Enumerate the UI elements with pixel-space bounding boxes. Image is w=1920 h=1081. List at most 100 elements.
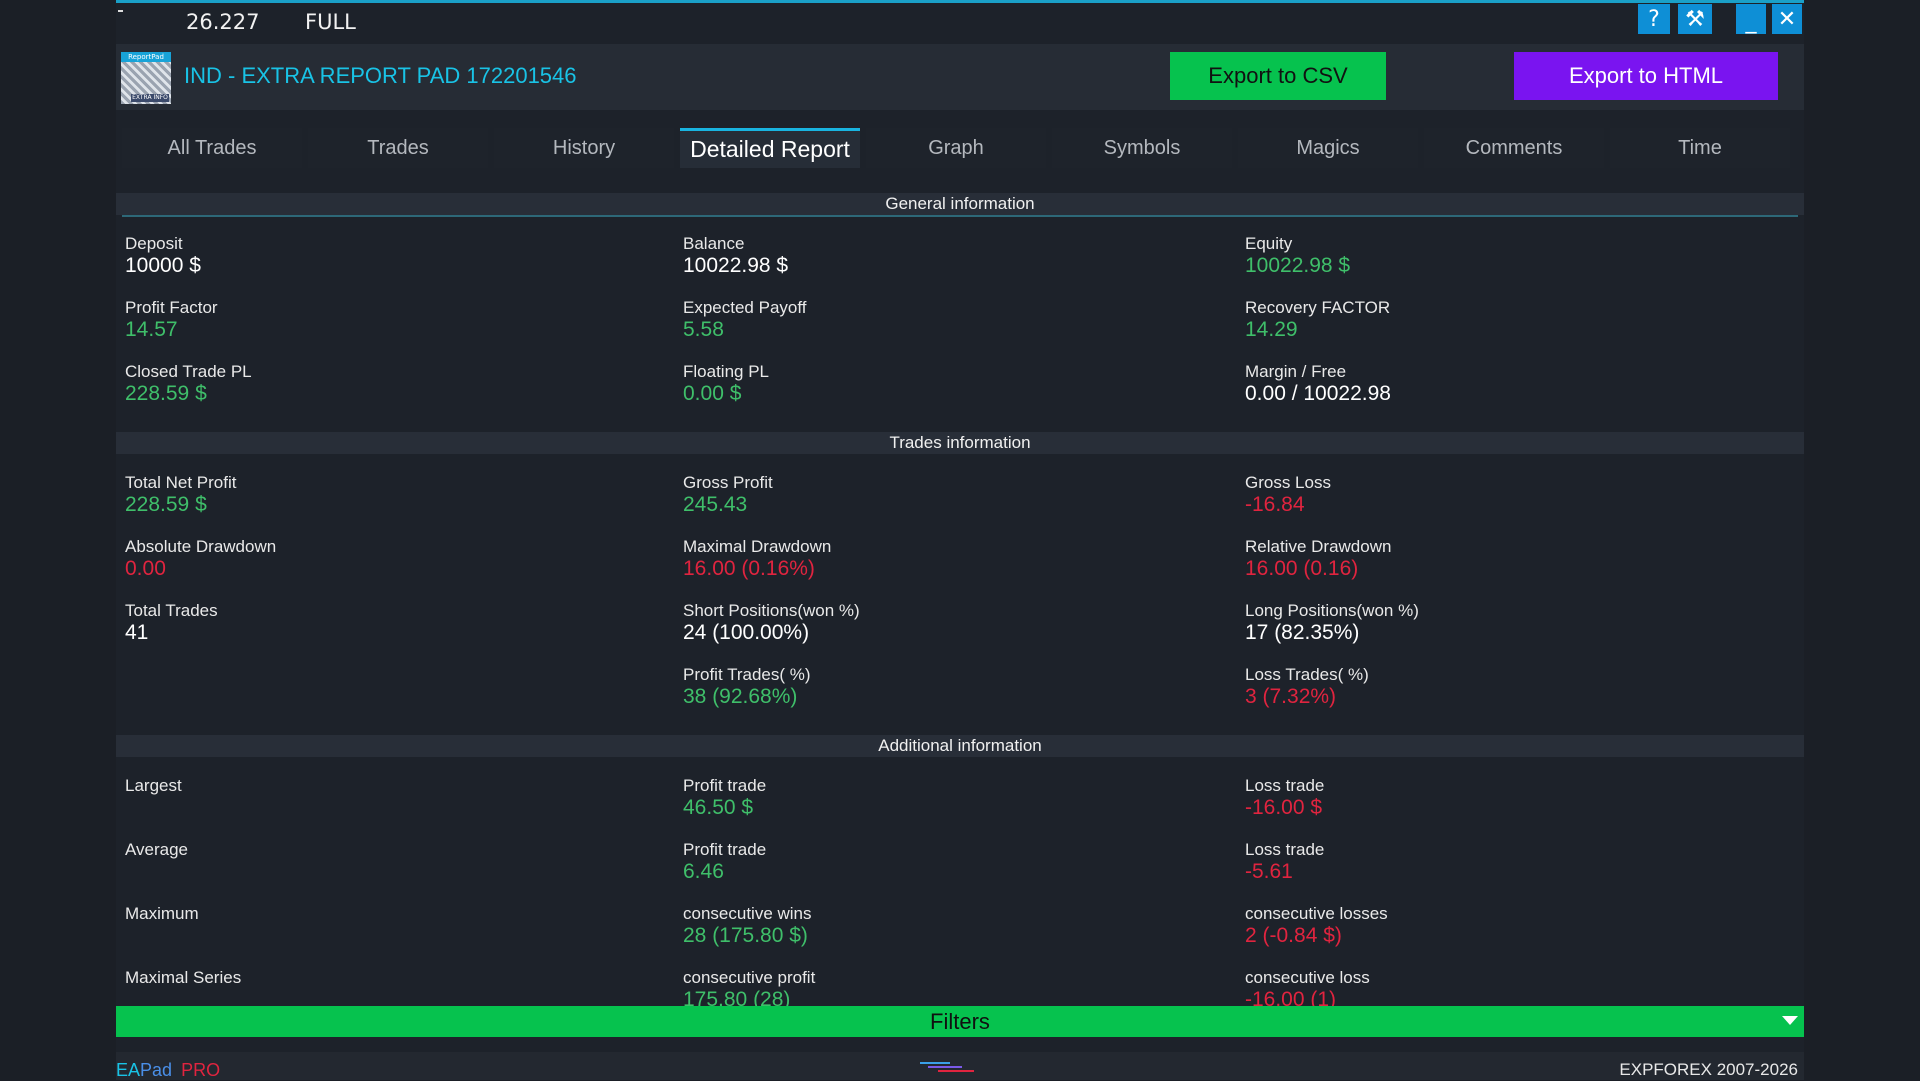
tab-bar: All Trades Trades History Detailed Repor… xyxy=(122,128,1796,168)
section-trades-title: Trades information xyxy=(889,433,1031,452)
top-accent-line xyxy=(116,0,1804,3)
section-additional-header: Additional information xyxy=(116,735,1804,757)
stat-value: 0.00 xyxy=(125,557,166,580)
stat-value: 10000 $ xyxy=(125,254,201,277)
export-html-button[interactable]: Export to HTML xyxy=(1514,52,1778,100)
stat-value: 6.46 xyxy=(683,860,724,883)
footer-copyright: EXPFOREX 2007-2026 xyxy=(1619,1060,1798,1079)
stat-value: 16.00 (0.16) xyxy=(1245,557,1359,580)
stat-value: 3 (7.32%) xyxy=(1245,685,1337,708)
filters-bar[interactable]: Filters xyxy=(116,1006,1804,1037)
stat-label: Total Net Profit xyxy=(125,473,237,492)
stat-value: 46.50 $ xyxy=(683,796,754,819)
reportpad-logo: ReportPad EXTRA INFO xyxy=(121,52,171,104)
stat-value: 41 xyxy=(125,621,149,644)
stat-maximal-drawdown: Maximal Drawdown 16.00 (0.16%) xyxy=(683,537,831,581)
tab-trades[interactable]: Trades xyxy=(308,128,488,168)
export-csv-button[interactable]: Export to CSV xyxy=(1170,52,1386,100)
stat-largest-profit-trade: Profit trade 46.50 $ xyxy=(683,776,766,820)
section-trades-header: Trades information xyxy=(116,432,1804,454)
stat-largest-loss-trade: Loss trade -16.00 $ xyxy=(1245,776,1324,820)
tab-all-trades[interactable]: All Trades xyxy=(122,128,302,168)
header-bar: ReportPad EXTRA INFO IND - EXTRA REPORT … xyxy=(116,44,1804,110)
stat-balance: Balance 10022.98 $ xyxy=(683,234,788,278)
report-window: 26.227 FULL ? ⚒ _ ✕ ReportPad EXTRA INFO… xyxy=(116,0,1804,1080)
stat-label: consecutive profit xyxy=(683,968,816,987)
stat-label: Maximum xyxy=(125,904,199,923)
stat-label: Expected Payoff xyxy=(683,298,807,317)
stat-label: Loss Trades( %) xyxy=(1245,665,1369,684)
section-general-title: General information xyxy=(885,194,1035,213)
row-average-label: Average xyxy=(125,840,188,860)
logo-top-label: ReportPad xyxy=(121,52,171,62)
help-button[interactable]: ? xyxy=(1638,4,1670,34)
minimize-icon: _ xyxy=(1745,9,1757,34)
stat-absolute-drawdown: Absolute Drawdown 0.00 xyxy=(125,537,276,581)
stat-series-consecutive-profit: consecutive profit 175.80 (28) xyxy=(683,968,815,1012)
stat-average-profit-trade: Profit trade 6.46 xyxy=(683,840,766,884)
report-title: IND - EXTRA REPORT PAD 172201546 xyxy=(184,63,577,88)
stat-label: Short Positions(won %) xyxy=(683,601,860,620)
brand-ea: EA xyxy=(116,1060,141,1080)
stat-value: 2 (-0.84 $) xyxy=(1245,924,1342,947)
footer-logo-mark-icon xyxy=(920,1062,974,1072)
stat-value: -16.00 $ xyxy=(1245,796,1323,819)
minimize-button[interactable]: _ xyxy=(1736,4,1766,34)
stat-label: Total Trades xyxy=(125,601,218,620)
stat-label: Deposit xyxy=(125,234,183,253)
section-underline xyxy=(122,215,1798,217)
stat-label: Profit Factor xyxy=(125,298,218,317)
stat-gross-loss: Gross Loss -16.84 xyxy=(1245,473,1331,517)
stat-value: 14.29 xyxy=(1245,318,1298,341)
stat-value: 17 (82.35%) xyxy=(1245,621,1360,644)
section-additional-title: Additional information xyxy=(878,736,1042,755)
close-icon: ✕ xyxy=(1777,6,1797,32)
stat-short-positions: Short Positions(won %) 24 (100.00%) xyxy=(683,601,860,645)
tab-symbols[interactable]: Symbols xyxy=(1052,128,1232,168)
stat-label: Absolute Drawdown xyxy=(125,537,277,556)
stat-label: Gross Profit xyxy=(683,473,773,492)
brand-pad: Pad xyxy=(140,1060,173,1080)
stat-label: Recovery FACTOR xyxy=(1245,298,1391,317)
stat-label: Profit Trades( %) xyxy=(683,665,811,684)
filters-label: Filters xyxy=(930,1009,990,1034)
stat-label: Floating PL xyxy=(683,362,769,381)
close-button[interactable]: ✕ xyxy=(1772,4,1802,34)
tab-graph[interactable]: Graph xyxy=(866,128,1046,168)
stat-label: Largest xyxy=(125,776,182,795)
stat-label: Loss trade xyxy=(1245,776,1325,795)
stat-value: -16.00 (1) xyxy=(1245,988,1337,1011)
tab-time[interactable]: Time xyxy=(1610,128,1790,168)
stat-label: consecutive loss xyxy=(1245,968,1370,987)
stat-value: -16.84 xyxy=(1245,493,1305,516)
tab-comments[interactable]: Comments xyxy=(1424,128,1604,168)
logo-bottom-label: EXTRA INFO xyxy=(131,94,169,102)
stat-profit-trades: Profit Trades( %) 38 (92.68%) xyxy=(683,665,811,709)
stat-average-loss-trade: Loss trade -5.61 xyxy=(1245,840,1324,884)
stat-value: 14.57 xyxy=(125,318,178,341)
stat-value: 0.00 / 10022.98 xyxy=(1245,382,1391,405)
stat-equity: Equity 10022.98 $ xyxy=(1245,234,1350,278)
stat-value: 175.80 (28) xyxy=(683,988,791,1011)
version-number: 26.227 xyxy=(186,10,260,34)
stat-recovery-factor: Recovery FACTOR 14.29 xyxy=(1245,298,1390,342)
stat-label: Relative Drawdown xyxy=(1245,537,1392,556)
stat-value: 245.43 xyxy=(683,493,748,516)
tab-magics[interactable]: Magics xyxy=(1238,128,1418,168)
chevron-down-icon[interactable] xyxy=(1782,1016,1798,1025)
tab-detailed-report[interactable]: Detailed Report xyxy=(680,128,860,168)
stat-label: Long Positions(won %) xyxy=(1245,601,1419,620)
stat-expected-payoff: Expected Payoff 5.58 xyxy=(683,298,807,342)
stat-series-consecutive-loss: consecutive loss -16.00 (1) xyxy=(1245,968,1370,1012)
stat-label: Maximal Drawdown xyxy=(683,537,832,556)
stat-label: Margin / Free xyxy=(1245,362,1347,381)
stat-value: 38 (92.68%) xyxy=(683,685,798,708)
stat-label: Balance xyxy=(683,234,745,253)
stat-value: -5.61 xyxy=(1245,860,1293,883)
stat-label: Closed Trade PL xyxy=(125,362,252,381)
settings-button[interactable]: ⚒ xyxy=(1678,4,1712,34)
tab-history[interactable]: History xyxy=(494,128,674,168)
stat-label: Gross Loss xyxy=(1245,473,1331,492)
footer-brand: EAPad PRO xyxy=(116,1060,220,1081)
stat-label: Profit trade xyxy=(683,840,767,859)
